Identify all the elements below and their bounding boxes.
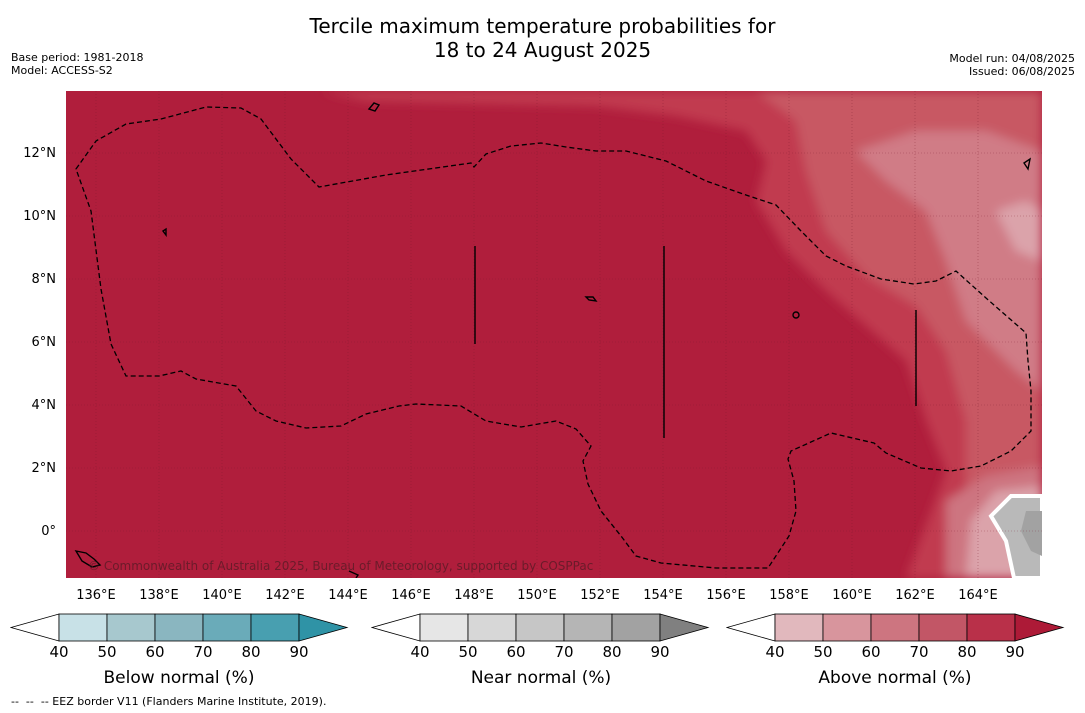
colorbar-bin [563, 613, 613, 642]
lon-label: 158°E [769, 588, 809, 603]
colorbar-bin [726, 613, 776, 642]
colorbar-bin [371, 613, 421, 642]
colorbar-bin [106, 613, 156, 642]
meta-left: Base period: 1981-2018 Model: ACCESS-S2 [11, 51, 143, 77]
colorbar-bin [966, 613, 1016, 642]
colorbar-bin [419, 613, 469, 642]
colorbar-tick: 40 [410, 643, 430, 661]
colorbar-tick: 50 [458, 643, 478, 661]
lon-label: 162°E [895, 588, 935, 603]
contour-above-60 [856, 131, 1042, 391]
colorbar-tick: 40 [765, 643, 785, 661]
colorbar-tick: 80 [602, 643, 622, 661]
lon-label: 144°E [328, 588, 368, 603]
map-svg: © Commonwealth of Australia 2025, Bureau… [66, 91, 1042, 578]
colorbar-bin [659, 613, 710, 642]
lon-label: 146°E [391, 588, 431, 603]
model-name: Model: ACCESS-S2 [11, 64, 113, 77]
colorbar-tick: 80 [957, 643, 977, 661]
colorbar-tick: 50 [97, 643, 117, 661]
colorbar-tick: 60 [861, 643, 881, 661]
model-run: Model run: 04/08/2025 [949, 52, 1075, 65]
lat-label: 4°N [31, 398, 57, 413]
lon-label: 164°E [958, 588, 998, 603]
lon-label: 138°E [139, 588, 179, 603]
eez-border [75, 106, 1032, 569]
copyright-note: © Commonwealth of Australia 2025, Bureau… [88, 559, 593, 573]
eez-footnote: -- -- -- EEZ border V11 (Flanders Marine… [11, 695, 327, 708]
lon-label: 150°E [517, 588, 557, 603]
lon-label: 140°E [202, 588, 242, 603]
map-title: Tercile maximum temperature probabilitie… [0, 14, 1085, 62]
contour-above-50 [996, 201, 1042, 261]
lat-label: 6°N [31, 335, 57, 350]
colorbar-near-normal [371, 613, 710, 642]
colorbar-bin [1014, 613, 1065, 642]
lat-label: 2°N [31, 461, 57, 476]
colorbar-bin [870, 613, 920, 642]
lat-label: 10°N [23, 209, 56, 224]
colorbar-tick: 50 [813, 643, 833, 661]
colorbar-tick: 70 [193, 643, 213, 661]
colorbar-bin [10, 613, 60, 642]
lon-label: 136°E [76, 588, 116, 603]
colorbar-tick: 90 [650, 643, 670, 661]
colorbar-below-normal [10, 613, 349, 642]
colorbar-tick: 90 [1005, 643, 1025, 661]
title-line-1: Tercile maximum temperature probabilitie… [309, 14, 776, 38]
colorbar-bin [250, 613, 300, 642]
lon-label: 156°E [706, 588, 746, 603]
colorbar-near-normal-title: Near normal (%) [470, 668, 612, 688]
colorbar-tick: 60 [145, 643, 165, 661]
lon-label: 154°E [643, 588, 683, 603]
colorbar-bin [154, 613, 204, 642]
colorbar-bin [611, 613, 661, 642]
colorbar-tick: 70 [909, 643, 929, 661]
lat-label: 8°N [31, 272, 57, 287]
issued-date: Issued: 06/08/2025 [968, 65, 1075, 78]
lat-label: 0° [41, 524, 56, 539]
colorbar-bin [202, 613, 252, 642]
near-normal-region-dark [1021, 511, 1042, 556]
probability-map: © Commonwealth of Australia 2025, Bureau… [66, 91, 1042, 578]
colorbar-below-normal-title: Below normal (%) [103, 668, 255, 688]
colorbar-tick: 40 [49, 643, 69, 661]
colorbar-bin [298, 613, 349, 642]
colorbar-below-normal-bins [10, 613, 349, 642]
colorbar-tick: 60 [506, 643, 526, 661]
lon-label: 148°E [454, 588, 494, 603]
title-line-2: 18 to 24 August 2025 [433, 38, 652, 62]
colorbar-above-normal-title: Above normal (%) [818, 668, 972, 688]
colorbar-above-normal-bins [726, 613, 1065, 642]
colorbar-tick: 90 [289, 643, 309, 661]
meta-right: Model run: 04/08/2025 Issued: 06/08/2025 [949, 52, 1075, 78]
lon-label: 152°E [580, 588, 620, 603]
coastlines [74, 102, 1032, 578]
lon-label: 160°E [832, 588, 872, 603]
colorbar-bin [822, 613, 872, 642]
colorbar-bin [774, 613, 824, 642]
colorbar-bin [515, 613, 565, 642]
colorbar-tick: 80 [241, 643, 261, 661]
lat-label: 12°N [23, 146, 56, 161]
lon-label: 142°E [265, 588, 305, 603]
colorbar-near-normal-bins [371, 613, 710, 642]
graticule [66, 91, 1042, 578]
colorbar-bin [58, 613, 108, 642]
colorbar-bin [467, 613, 517, 642]
colorbar-above-normal [726, 613, 1065, 642]
colorbar-bin [918, 613, 968, 642]
colorbar-tick: 70 [554, 643, 574, 661]
base-period: Base period: 1981-2018 [11, 51, 144, 64]
